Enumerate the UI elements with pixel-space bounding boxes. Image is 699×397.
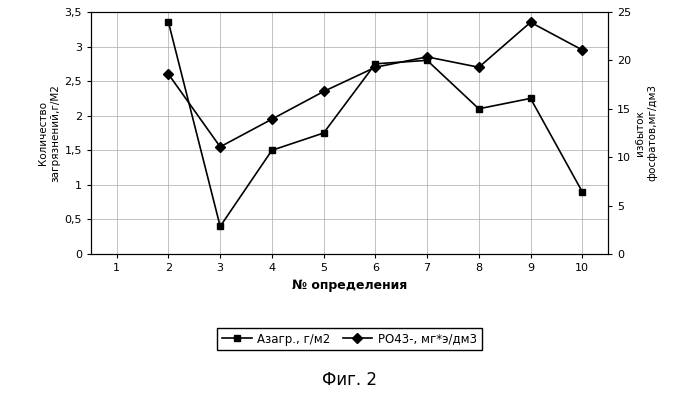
РО43-, мг*э/дм3 — [423, 54, 431, 59]
РО43-, мг*э/дм3 — [216, 145, 224, 149]
Азагр., г/м2 — [526, 96, 535, 101]
РО43-, мг*э/дм3 — [578, 48, 586, 52]
РО43-, мг*э/дм3 — [475, 65, 483, 69]
Legend: Азагр., г/м2, РО43-, мг*э/дм3: Азагр., г/м2, РО43-, мг*э/дм3 — [217, 328, 482, 350]
X-axis label: № определения: № определения — [292, 279, 407, 292]
Азагр., г/м2 — [319, 131, 328, 135]
Азагр., г/м2 — [216, 224, 224, 229]
Азагр., г/м2 — [423, 58, 431, 63]
РО43-, мг*э/дм3 — [526, 20, 535, 25]
РО43-, мг*э/дм3 — [319, 89, 328, 94]
Азагр., г/м2 — [371, 62, 380, 66]
Text: Фиг. 2: Фиг. 2 — [322, 371, 377, 389]
Line: Азагр., г/м2: Азагр., г/м2 — [165, 19, 586, 230]
РО43-, мг*э/дм3 — [371, 65, 380, 69]
Азагр., г/м2 — [164, 20, 173, 25]
Y-axis label: Количество
загрязнений,г/М2: Количество загрязнений,г/М2 — [38, 84, 60, 182]
Азагр., г/м2 — [475, 106, 483, 111]
Line: РО43-, мг*э/дм3: РО43-, мг*э/дм3 — [165, 19, 586, 150]
Азагр., г/м2 — [578, 189, 586, 194]
Y-axis label: избыток
фосфатов,мг/дм3: избыток фосфатов,мг/дм3 — [635, 85, 657, 181]
РО43-, мг*э/дм3 — [164, 72, 173, 77]
РО43-, мг*э/дм3 — [268, 117, 276, 121]
Азагр., г/м2 — [268, 148, 276, 153]
